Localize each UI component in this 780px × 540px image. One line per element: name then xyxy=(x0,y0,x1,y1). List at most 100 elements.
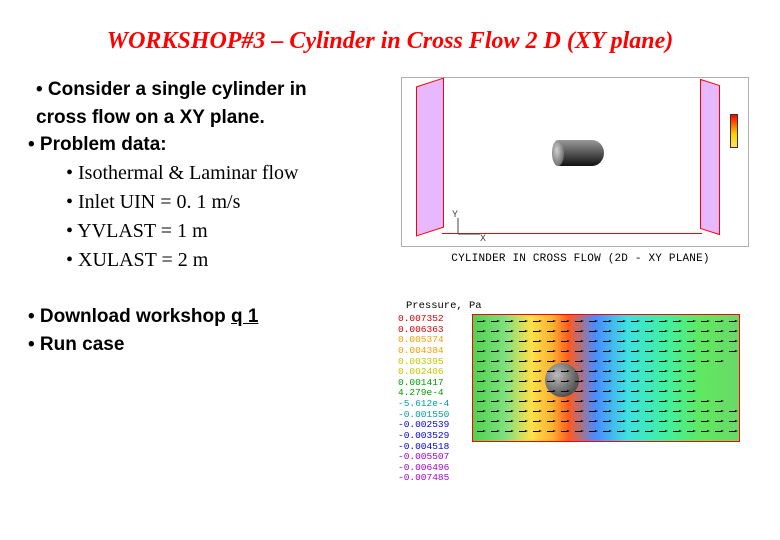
vector-icon xyxy=(645,421,652,422)
vector-icon xyxy=(589,391,596,392)
vector-icon xyxy=(533,401,540,402)
vector-icon xyxy=(533,371,540,372)
scale-value: -0.003529 xyxy=(398,431,472,442)
vector-icon xyxy=(715,421,722,422)
vector-icon xyxy=(617,371,624,372)
vector-icon xyxy=(477,351,484,352)
vector-icon xyxy=(687,421,694,422)
vector-icon xyxy=(547,361,554,362)
vector-icon xyxy=(505,321,512,322)
vector-icon xyxy=(519,381,526,382)
vector-icon xyxy=(533,351,540,352)
vector-icon xyxy=(617,381,624,382)
vector-icon xyxy=(477,381,484,382)
vector-icon xyxy=(491,421,498,422)
vector-icon xyxy=(617,321,624,322)
vector-icon xyxy=(673,371,680,372)
spacer xyxy=(28,276,397,304)
color-scale: 0.0073520.0063630.0053740.0043840.003395… xyxy=(398,314,472,484)
vector-icon xyxy=(491,371,498,372)
vector-icon xyxy=(645,341,652,342)
bullet-download: • Download workshop q 1 xyxy=(28,304,397,330)
vector-icon xyxy=(519,401,526,402)
vector-icon xyxy=(645,401,652,402)
download-prefix: • Download workshop xyxy=(28,306,231,327)
download-link[interactable]: q 1 xyxy=(231,306,258,327)
bullet-pd-1: • Isothermal & Laminar flow xyxy=(28,160,397,187)
vector-icon xyxy=(505,391,512,392)
vector-icon xyxy=(561,331,568,332)
vector-icon xyxy=(547,431,554,432)
vector-icon xyxy=(729,421,736,422)
vector-icon xyxy=(477,411,484,412)
vector-icon xyxy=(491,331,498,332)
vector-icon xyxy=(575,331,582,332)
vector-icon xyxy=(659,331,666,332)
vector-icon xyxy=(505,401,512,402)
vector-icon xyxy=(603,331,610,332)
vector-icon xyxy=(701,351,708,352)
vector-icon xyxy=(687,321,694,322)
vector-row xyxy=(473,331,739,332)
vector-icon xyxy=(729,351,736,352)
vector-icon xyxy=(645,321,652,322)
vector-icon xyxy=(505,421,512,422)
vector-icon xyxy=(505,371,512,372)
vector-icon xyxy=(687,401,694,402)
vector-icon xyxy=(659,351,666,352)
vector-icon xyxy=(715,431,722,432)
vector-icon xyxy=(575,371,582,372)
vector-icon xyxy=(477,361,484,362)
vector-icon xyxy=(603,361,610,362)
figure-3d-domain: X Y xyxy=(401,77,749,247)
vector-icon xyxy=(659,381,666,382)
scale-value: 0.004384 xyxy=(398,346,472,357)
vector-icon xyxy=(547,321,554,322)
vector-icon xyxy=(659,371,666,372)
vector-icon xyxy=(617,331,624,332)
vector-icon xyxy=(519,431,526,432)
vector-icon xyxy=(631,421,638,422)
vector-row xyxy=(473,341,739,342)
vector-icon xyxy=(603,341,610,342)
vector-icon xyxy=(589,341,596,342)
vector-icon xyxy=(715,401,722,402)
vector-icon xyxy=(701,341,708,342)
vector-icon xyxy=(505,361,512,362)
vector-icon xyxy=(491,411,498,412)
vector-icon xyxy=(589,411,596,412)
bullet-intro-1: • Consider a single cylinder in xyxy=(28,77,397,103)
vector-icon xyxy=(561,411,568,412)
vector-icon xyxy=(645,331,652,332)
vector-icon xyxy=(547,381,554,382)
vector-icon xyxy=(659,401,666,402)
vector-icon xyxy=(589,321,596,322)
vector-row xyxy=(473,431,739,432)
vector-icon xyxy=(659,431,666,432)
vector-icon xyxy=(687,361,694,362)
vector-icon xyxy=(575,381,582,382)
vector-icon xyxy=(617,401,624,402)
vector-icon xyxy=(505,341,512,342)
vector-icon xyxy=(673,431,680,432)
vector-icon xyxy=(519,361,526,362)
vector-icon xyxy=(617,361,624,362)
vector-icon xyxy=(603,351,610,352)
vector-icon xyxy=(561,371,568,372)
vector-row xyxy=(473,321,739,322)
vector-icon xyxy=(645,351,652,352)
vector-icon xyxy=(533,331,540,332)
vector-icon xyxy=(673,411,680,412)
vector-icon xyxy=(673,341,680,342)
vector-icon xyxy=(561,421,568,422)
bullet-pd-4: • XULAST = 2 m xyxy=(28,247,397,274)
vector-icon xyxy=(631,381,638,382)
vector-icon xyxy=(631,351,638,352)
vector-icon xyxy=(505,331,512,332)
vector-icon xyxy=(477,331,484,332)
vector-icon xyxy=(645,361,652,362)
vector-row xyxy=(473,421,739,422)
bullet-list: • Consider a single cylinder in cross fl… xyxy=(28,77,397,359)
vector-icon xyxy=(701,421,708,422)
vector-icon xyxy=(659,421,666,422)
